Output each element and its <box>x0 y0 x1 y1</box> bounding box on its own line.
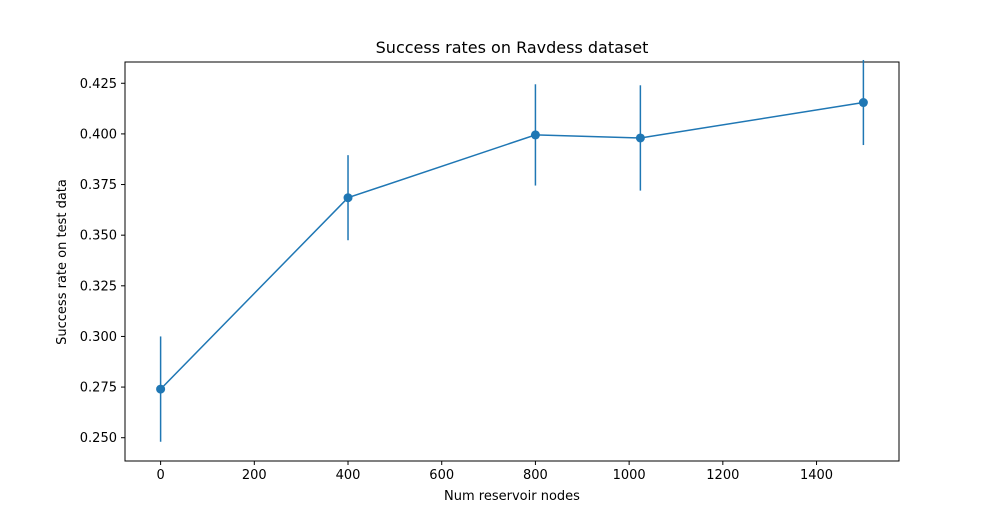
data-point <box>635 133 645 143</box>
y-tick-label: 0.425 <box>80 77 117 92</box>
y-tick-label: 0.350 <box>80 229 117 244</box>
y-tick-label: 0.300 <box>80 330 117 345</box>
x-tick-label: 1400 <box>800 468 833 483</box>
x-tick-label: 1000 <box>613 468 646 483</box>
x-tick-label: 0 <box>156 468 164 483</box>
data-point <box>858 98 868 108</box>
data-point <box>530 130 540 140</box>
chart-title: Success rates on Ravdess dataset <box>376 38 649 57</box>
y-tick-label: 0.400 <box>80 127 117 142</box>
x-tick-label: 1200 <box>706 468 739 483</box>
x-tick-label: 200 <box>242 468 267 483</box>
y-tick-label: 0.250 <box>80 431 117 446</box>
y-tick-label: 0.325 <box>80 279 117 294</box>
data-point <box>343 193 353 203</box>
y-tick-label: 0.375 <box>80 178 117 193</box>
y-tick-label: 0.275 <box>80 381 117 396</box>
data-point <box>156 384 166 394</box>
x-tick-label: 600 <box>429 468 454 483</box>
x-tick-label: 400 <box>336 468 361 483</box>
plot-frame <box>124 61 900 462</box>
x-axis-label: Num reservoir nodes <box>444 489 580 504</box>
x-tick-label: 800 <box>523 468 548 483</box>
y-axis-label: Success rate on test data <box>55 179 70 345</box>
